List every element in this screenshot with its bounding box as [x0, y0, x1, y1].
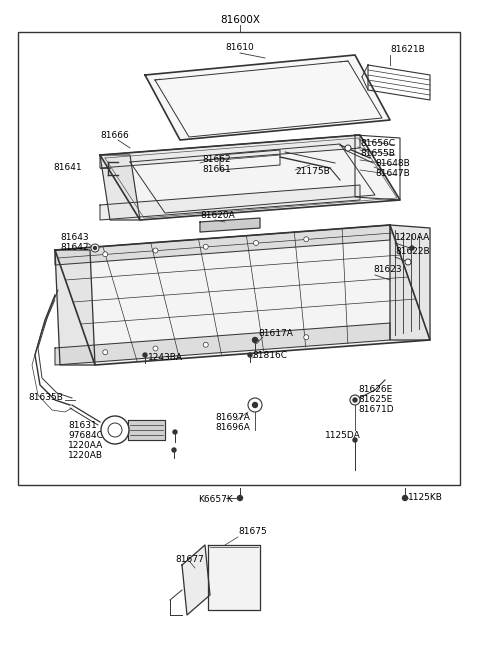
Circle shape	[410, 246, 414, 250]
Text: 1220AB: 1220AB	[68, 451, 103, 459]
Text: 81625E: 81625E	[358, 396, 392, 405]
Text: 81623: 81623	[373, 266, 402, 274]
Text: 81816C: 81816C	[252, 350, 287, 359]
Text: 81666: 81666	[100, 131, 129, 140]
Polygon shape	[55, 250, 95, 365]
Circle shape	[153, 248, 158, 253]
Circle shape	[172, 448, 176, 452]
Circle shape	[304, 237, 309, 242]
Circle shape	[94, 247, 96, 249]
Circle shape	[108, 423, 122, 437]
Text: 81626E: 81626E	[358, 386, 392, 394]
Text: 81696A: 81696A	[215, 424, 250, 432]
Text: 81620A: 81620A	[200, 211, 235, 220]
Text: K6657K: K6657K	[198, 495, 233, 504]
Text: 81675: 81675	[238, 527, 267, 537]
Bar	[18, 32, 460, 485]
Text: 21175B: 21175B	[295, 167, 330, 176]
Text: 81697A: 81697A	[215, 413, 250, 422]
Text: 81610: 81610	[226, 43, 254, 52]
Text: 1125KB: 1125KB	[408, 493, 443, 502]
Text: 81671D: 81671D	[358, 405, 394, 415]
Circle shape	[143, 353, 147, 357]
Text: 81655B: 81655B	[360, 148, 395, 157]
Polygon shape	[145, 55, 390, 140]
Text: 81661: 81661	[202, 165, 231, 174]
Text: 81662: 81662	[202, 155, 230, 165]
Circle shape	[103, 350, 108, 355]
Circle shape	[203, 244, 208, 249]
Text: 1220AA: 1220AA	[395, 234, 430, 243]
Polygon shape	[128, 420, 165, 440]
Text: 81621B: 81621B	[390, 45, 425, 54]
Text: 1220AA: 1220AA	[68, 440, 103, 449]
Text: 81643: 81643	[60, 234, 89, 243]
Circle shape	[203, 342, 208, 347]
Polygon shape	[100, 155, 140, 220]
Text: 81600X: 81600X	[220, 15, 260, 25]
Polygon shape	[100, 135, 360, 168]
Polygon shape	[55, 225, 390, 265]
Circle shape	[153, 346, 158, 351]
Circle shape	[353, 438, 357, 442]
Circle shape	[103, 252, 108, 256]
Circle shape	[252, 403, 257, 407]
Text: 97684C: 97684C	[68, 430, 103, 440]
Polygon shape	[100, 185, 360, 220]
Text: 81656C: 81656C	[360, 138, 395, 148]
Text: 81642: 81642	[60, 243, 88, 253]
Circle shape	[304, 335, 309, 340]
Circle shape	[253, 241, 259, 245]
Circle shape	[248, 398, 262, 412]
Circle shape	[353, 398, 357, 402]
Circle shape	[238, 495, 242, 501]
Circle shape	[253, 338, 259, 344]
Circle shape	[101, 416, 129, 444]
Circle shape	[252, 337, 257, 342]
Text: 81622B: 81622B	[395, 247, 430, 256]
Polygon shape	[200, 218, 260, 232]
Circle shape	[248, 353, 252, 357]
Circle shape	[350, 395, 360, 405]
Text: 81648B: 81648B	[375, 159, 410, 167]
Text: 1125DA: 1125DA	[325, 430, 361, 440]
Polygon shape	[55, 225, 430, 365]
Polygon shape	[208, 545, 260, 610]
Circle shape	[91, 244, 99, 252]
Circle shape	[405, 259, 411, 265]
Text: 1243BA: 1243BA	[148, 354, 183, 363]
Text: 81677: 81677	[175, 556, 204, 565]
Text: 81641: 81641	[53, 163, 82, 173]
Text: 81617A: 81617A	[258, 329, 293, 337]
Circle shape	[403, 495, 408, 501]
Text: 81647B: 81647B	[375, 169, 410, 178]
Circle shape	[173, 430, 177, 434]
Polygon shape	[182, 545, 210, 615]
Text: 81635B: 81635B	[28, 394, 63, 403]
Circle shape	[345, 145, 351, 151]
Polygon shape	[390, 225, 430, 340]
Polygon shape	[55, 323, 390, 365]
Text: 81631: 81631	[68, 420, 97, 430]
Polygon shape	[100, 135, 400, 220]
